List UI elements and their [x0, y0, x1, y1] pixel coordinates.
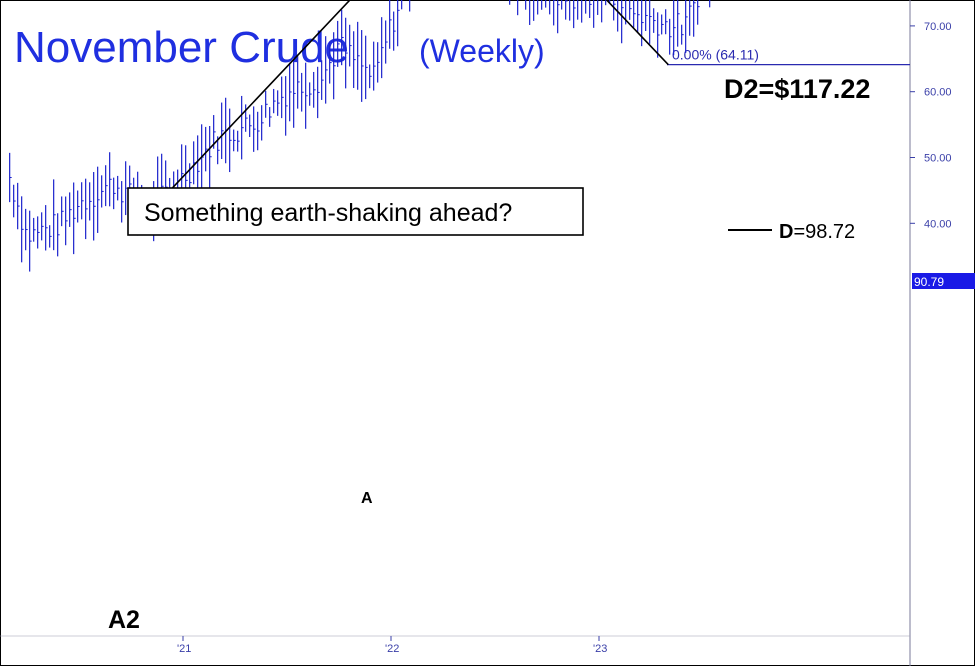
callout-text: Something earth-shaking ahead? — [144, 199, 512, 227]
point-label-a2: A2 — [108, 606, 140, 634]
chart-subtitle: (Weekly) — [419, 33, 545, 69]
last-price-value: 90.79 — [914, 275, 944, 289]
abcd-line — [147, 0, 669, 214]
x-tick-label: '23 — [593, 643, 607, 655]
x-tick-label: '21 — [177, 643, 191, 655]
abcd-pattern — [147, 0, 669, 214]
d-label-prefix: D — [779, 221, 793, 243]
point-label-a: A — [361, 490, 373, 507]
d-label-value: =98.72 — [793, 221, 855, 243]
fib-label-000: 0.00% (64.11) — [672, 47, 759, 63]
y-tick-label: 70.00 — [924, 21, 952, 33]
callout-box — [127, 187, 584, 236]
y-tick-label: 40.00 — [924, 218, 952, 230]
x-tick-label: '22 — [385, 643, 399, 655]
x-axis-ticks: '21 '22 '23 — [177, 636, 607, 655]
target-label: D2=$117.22 — [724, 74, 870, 104]
y-axis-ticks: 40.0050.0060.0070.0080.0090.00100.00110.… — [910, 21, 952, 230]
y-tick-label: 60.00 — [924, 87, 952, 99]
y-tick-label: 50.00 — [924, 153, 952, 165]
last-price-tag — [912, 273, 975, 289]
fib-levels: 0.00% (64.11)25.00% (77.39)50.00% (90.67… — [667, 47, 910, 66]
chart-title: November Crude — [14, 23, 349, 72]
d-level-label: D=98.72 — [779, 221, 855, 243]
price-bars — [9, 0, 711, 272]
